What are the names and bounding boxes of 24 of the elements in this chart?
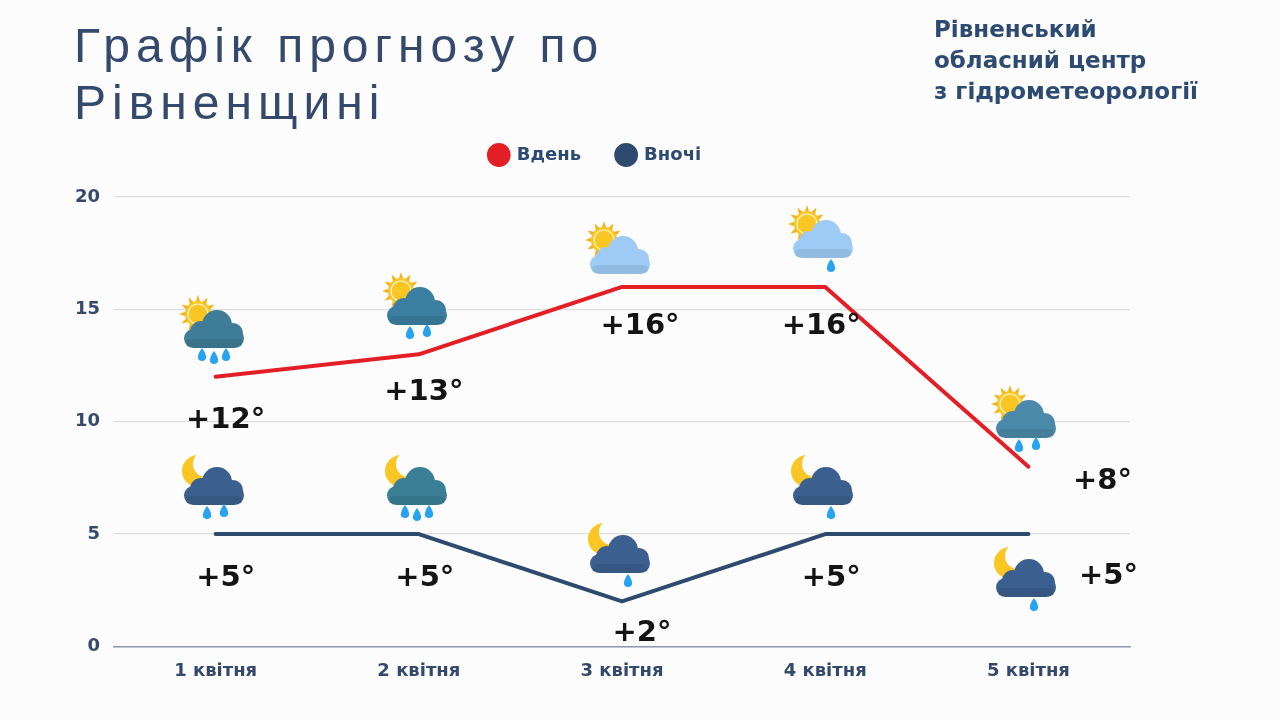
y-tick-label: 0: [87, 634, 101, 656]
x-tick-label: 2 квітня: [377, 658, 461, 680]
legend-label: Вночі: [644, 142, 702, 164]
x-tick-label: 1 квітня: [174, 658, 258, 680]
data-label: +5°: [1078, 556, 1138, 591]
chart-title: Графік прогнозу по Рівненщині: [74, 18, 606, 131]
data-label: +5°: [801, 558, 861, 593]
data-label: +5°: [395, 558, 455, 593]
y-tick-label: 20: [74, 184, 101, 206]
data-label: +2°: [612, 613, 672, 648]
data-label: +12°: [186, 401, 266, 436]
data-label: +16°: [781, 307, 861, 342]
y-tick-label: 10: [74, 409, 101, 431]
data-label: +13°: [384, 372, 464, 407]
y-tick-label: 15: [74, 297, 101, 319]
x-tick-label: 3 квітня: [580, 658, 664, 680]
text: Рівненський обласний центр з гідрометеорології: [934, 15, 1198, 106]
x-tick-label: 4 квітня: [783, 658, 867, 680]
data-label: +8°: [1072, 462, 1132, 497]
x-tick-label: 5 квітня: [986, 658, 1070, 680]
legend-label: Вдень: [516, 142, 582, 164]
data-label: +16°: [600, 307, 680, 342]
y-tick-label: 5: [87, 521, 101, 543]
data-label: +5°: [196, 558, 256, 593]
